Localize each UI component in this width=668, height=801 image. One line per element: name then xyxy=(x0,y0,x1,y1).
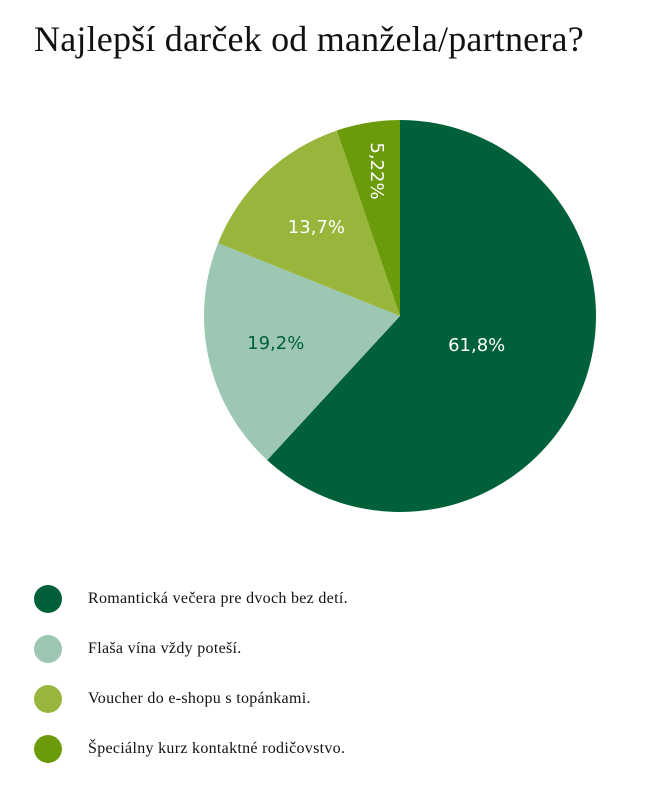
pie-slice-4 xyxy=(336,120,400,316)
legend-swatch xyxy=(34,735,62,763)
slice-label-2: 19,2% xyxy=(247,333,304,354)
pie-slice-2 xyxy=(204,243,400,461)
chart-legend: Romantická večera pre dvoch bez detí. Fla… xyxy=(34,584,348,784)
legend-label: Romantická večera pre dvoch bez detí. xyxy=(88,590,348,607)
legend-swatch xyxy=(34,585,62,613)
legend-item: Voucher do e-shopu s topánkami. xyxy=(34,684,348,714)
legend-label: Voucher do e-shopu s topánkami. xyxy=(88,690,311,707)
chart-title: Najlepší darček od manžela/partnera? xyxy=(34,19,584,59)
legend-item: Romantická večera pre dvoch bez detí. xyxy=(34,584,348,614)
slice-label-3: 13,7% xyxy=(288,217,345,238)
legend-label: Špeciálny kurz kontaktné rodičovstvo. xyxy=(88,740,346,757)
slice-label-4: 5,22% xyxy=(366,142,387,199)
pie-slices xyxy=(204,120,596,512)
pie-slice-1 xyxy=(267,120,596,512)
pie-slice-3 xyxy=(218,130,400,316)
legend-label: Flaša vína vždy poteší. xyxy=(88,640,242,657)
pie-slice-labels: 61,8% 19,2% 13,7% 5,22% xyxy=(247,142,505,356)
legend-item: Špeciálny kurz kontaktné rodičovstvo. xyxy=(34,734,348,764)
legend-item: Flaša vína vždy poteší. xyxy=(34,634,348,664)
slice-label-1: 61,8% xyxy=(448,335,505,356)
legend-swatch xyxy=(34,635,62,663)
legend-swatch xyxy=(34,685,62,713)
